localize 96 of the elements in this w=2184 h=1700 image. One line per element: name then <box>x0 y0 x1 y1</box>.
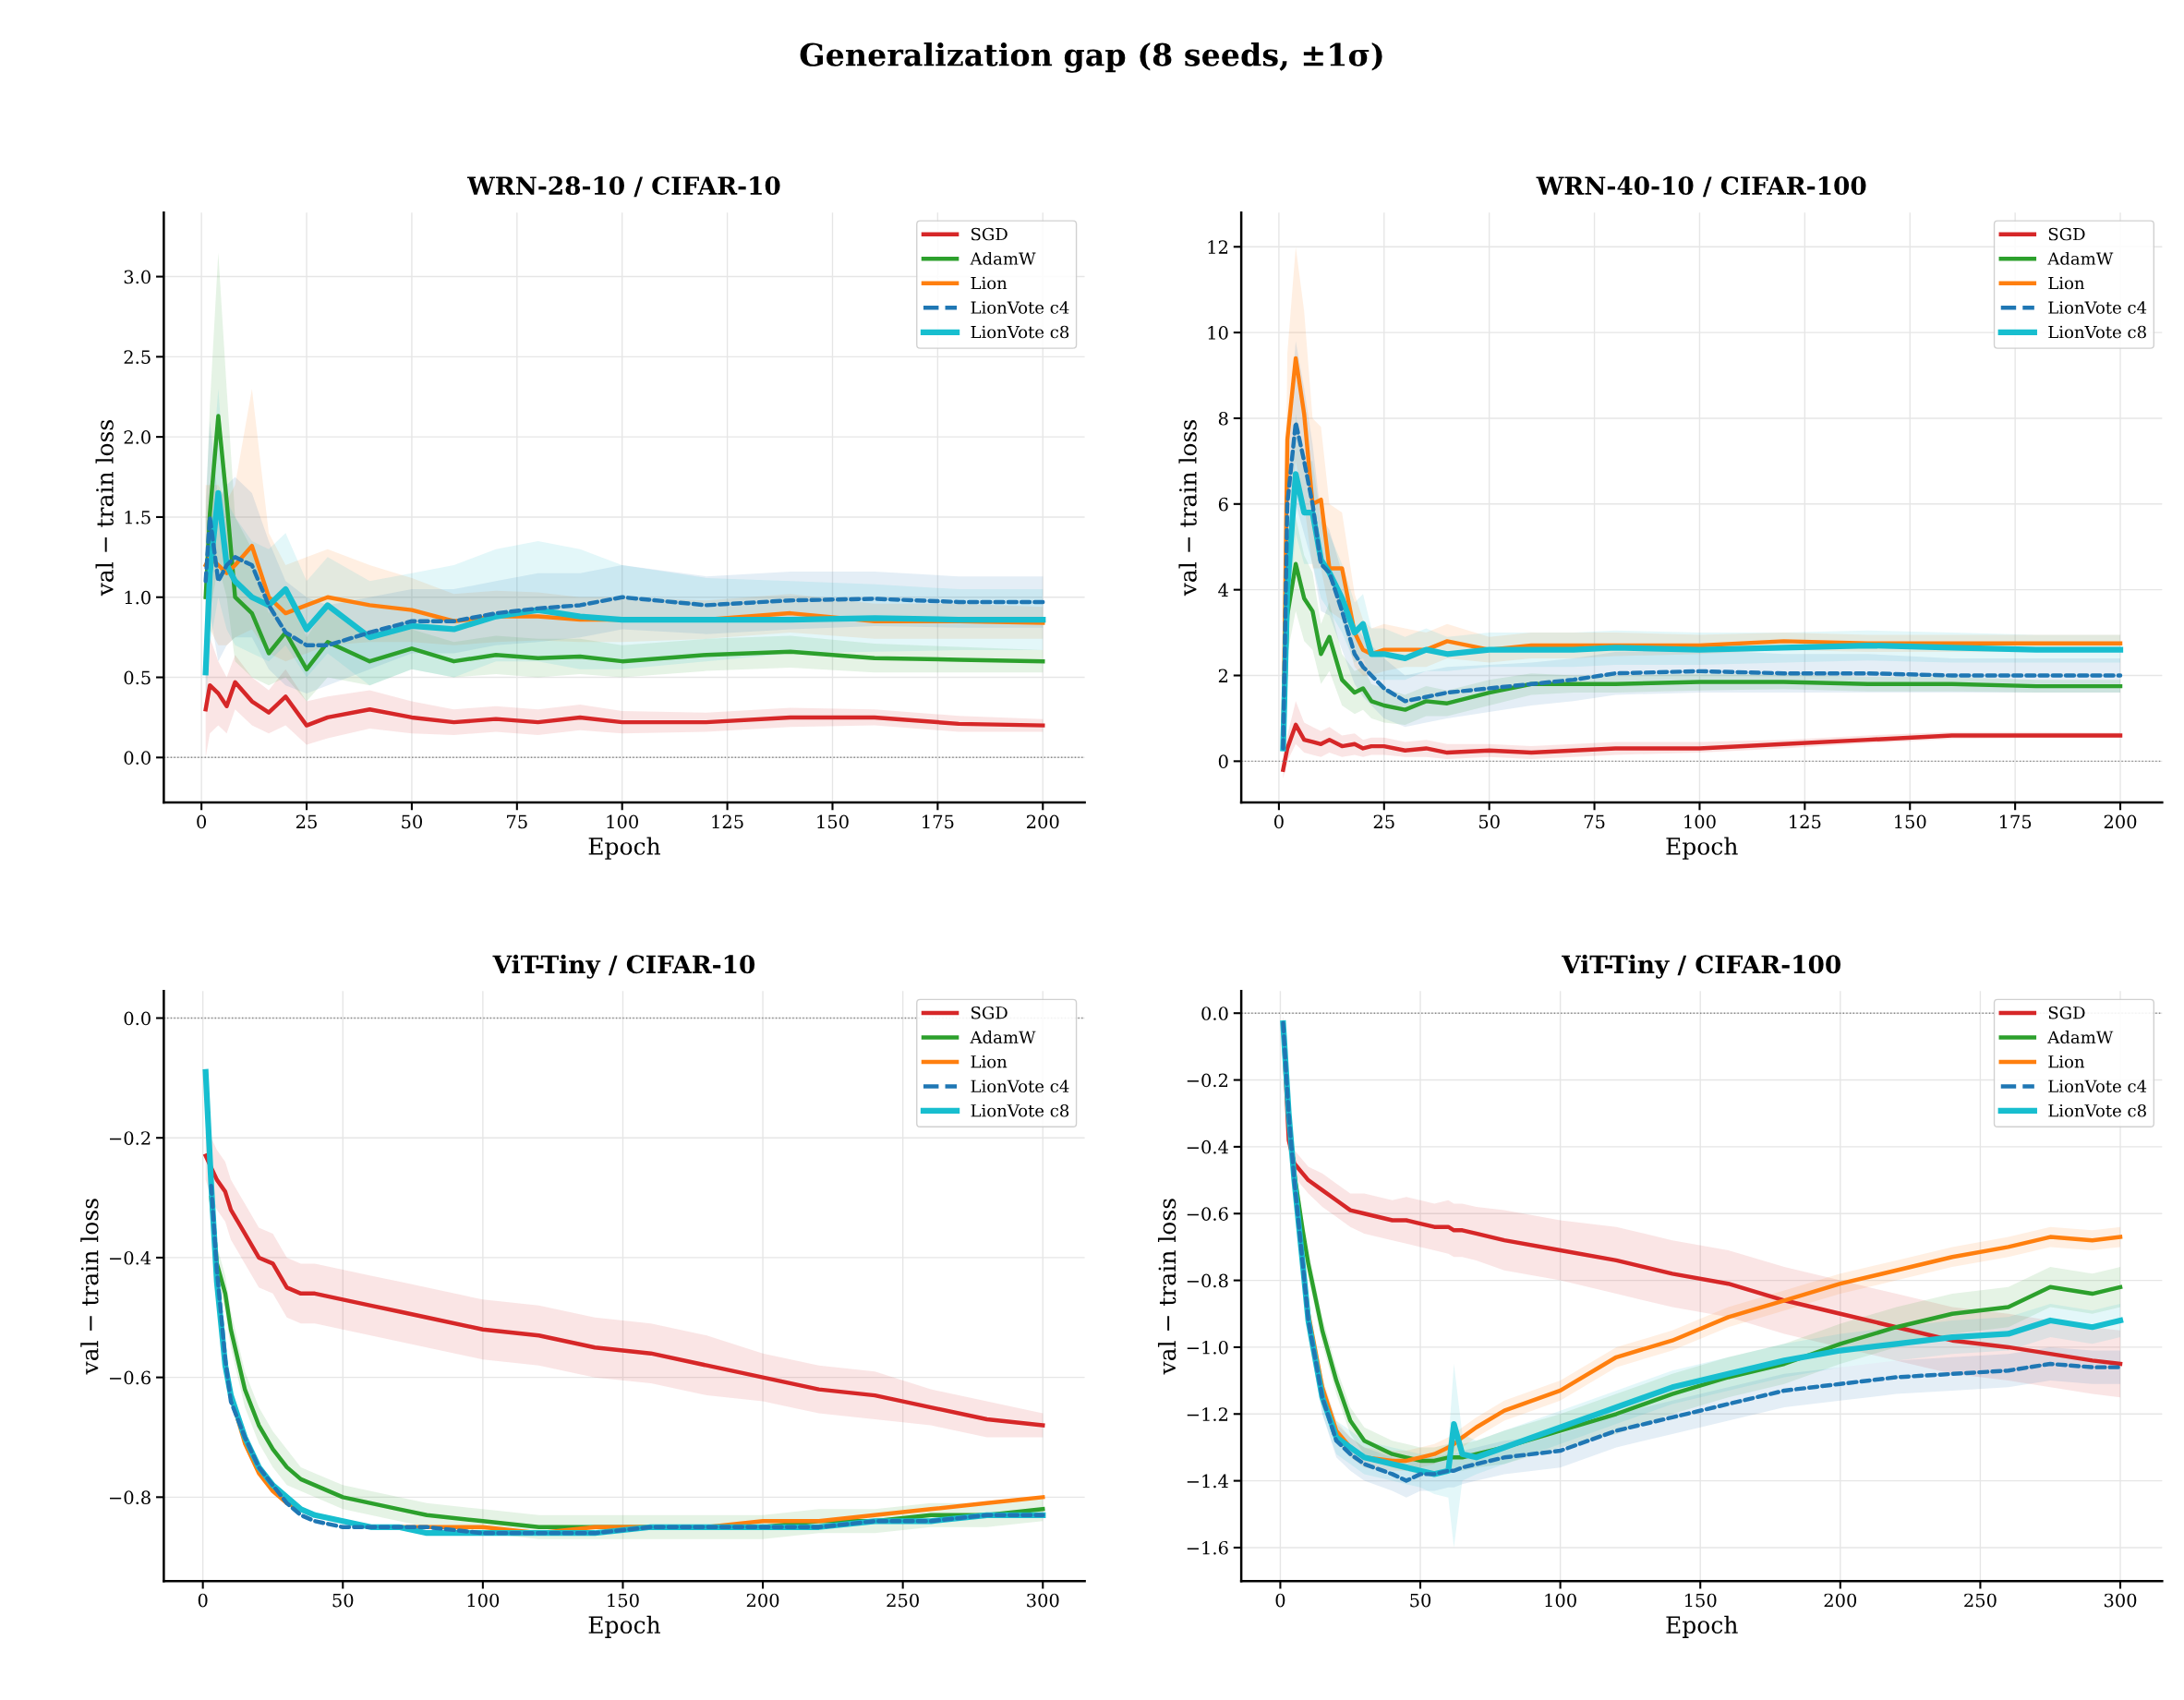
x-tick-label: 250 <box>887 1593 919 1608</box>
x-tick-label: 175 <box>1999 814 2032 829</box>
y-tick-label: 6 <box>1218 497 1228 512</box>
chart-title: ViT-Tiny / CIFAR-100 <box>1562 954 1841 979</box>
legend-label: LionVote c4 <box>971 301 1069 314</box>
legend-label: LionVote c4 <box>2048 301 2147 314</box>
x-tick-label: 175 <box>923 814 954 829</box>
x-tick-label: 0 <box>197 814 207 829</box>
legend-label: Lion <box>2048 1055 2085 1068</box>
x-tick-label: 100 <box>1684 814 1716 829</box>
y-tick-label: −0.2 <box>1187 1073 1228 1088</box>
x-tick-label: 250 <box>1964 1593 1997 1608</box>
y-tick-label: 0.0 <box>124 751 151 765</box>
y-tick-label: 12 <box>1208 240 1228 254</box>
x-tick-label: 75 <box>1584 814 1605 829</box>
y-tick-label: −1.4 <box>1187 1474 1228 1489</box>
legend-label: LionVote c8 <box>971 1103 1069 1117</box>
legend-label: LionVote c8 <box>971 325 1069 339</box>
x-tick-label: 200 <box>746 1593 779 1608</box>
y-tick-label: −1.0 <box>1187 1340 1228 1355</box>
y-tick-label: 8 <box>1218 411 1228 426</box>
legend-label: LionVote c4 <box>2048 1079 2147 1093</box>
legend-label: LionVote c8 <box>2048 1103 2146 1117</box>
x-tick-label: 100 <box>607 814 638 829</box>
x-tick-label: 50 <box>332 1593 354 1608</box>
y-tick-label: −0.8 <box>1187 1273 1228 1288</box>
legend-label: SGD <box>971 1006 1008 1019</box>
y-tick-label: −0.4 <box>110 1250 151 1265</box>
chart-title: ViT-Tiny / CIFAR-10 <box>492 954 755 979</box>
x-tick-label: 100 <box>467 1593 500 1608</box>
x-tick-label: 25 <box>296 814 317 829</box>
y-tick-label: −0.2 <box>110 1131 151 1145</box>
x-axis-title: Epoch <box>1666 1615 1738 1638</box>
line-series <box>203 514 1045 648</box>
y-tick-label: 2.0 <box>124 430 151 444</box>
y-axis-title: val − train loss <box>95 420 114 597</box>
x-tick-label: 0 <box>1274 814 1284 829</box>
legend-label: Lion <box>971 276 1008 290</box>
y-tick-label: 10 <box>1208 326 1228 340</box>
y-tick-label: 0.5 <box>124 670 151 685</box>
legend-label: SGD <box>2048 227 2085 241</box>
legend-label: AdamW <box>2047 1031 2114 1044</box>
x-tick-label: 50 <box>402 814 423 829</box>
legend-label: AdamW <box>970 251 1036 265</box>
y-tick-label: 3.0 <box>124 270 151 284</box>
legend-label: AdamW <box>2047 251 2114 265</box>
y-axis-title: val − train loss <box>1157 1199 1176 1375</box>
y-axis-title: val − train loss <box>1178 420 1197 597</box>
y-tick-label: −0.6 <box>1187 1207 1228 1221</box>
x-tick-label: 50 <box>1478 814 1500 829</box>
chart-title: WRN-28-10 / CIFAR-10 <box>466 176 780 198</box>
x-tick-label: 150 <box>817 814 849 829</box>
chart-title: WRN-40-10 / CIFAR-100 <box>1536 176 1866 198</box>
line-series <box>1281 722 2123 772</box>
x-axis-title: Epoch <box>588 1615 660 1638</box>
x-tick-label: 150 <box>1685 1593 1717 1608</box>
y-tick-label: 1.5 <box>125 510 151 524</box>
y-tick-label: −1.2 <box>1187 1407 1228 1421</box>
y-tick-label: 2.5 <box>124 350 151 365</box>
y-tick-label: 2 <box>1218 669 1228 682</box>
legend-label: SGD <box>971 227 1008 241</box>
x-tick-label: 200 <box>1027 814 1059 829</box>
y-tick-label: 1.0 <box>125 590 151 605</box>
y-tick-label: −0.8 <box>110 1490 151 1504</box>
x-axis-title: Epoch <box>588 837 660 860</box>
x-tick-label: 200 <box>1824 1593 1857 1608</box>
y-tick-label: 4 <box>1218 583 1228 597</box>
x-tick-label: 200 <box>2104 814 2137 829</box>
legend-label: AdamW <box>970 1031 1036 1044</box>
y-tick-label: 0.0 <box>1201 1007 1228 1020</box>
y-tick-label: −0.6 <box>110 1370 151 1385</box>
legend-label: Lion <box>971 1055 1008 1068</box>
x-tick-label: 125 <box>1790 814 1821 829</box>
x-tick-label: 0 <box>198 1593 208 1608</box>
x-tick-label: 100 <box>1545 1593 1576 1608</box>
x-axis-title: Epoch <box>1666 837 1738 860</box>
x-tick-label: 50 <box>1410 1593 1431 1608</box>
x-tick-label: 0 <box>1275 1593 1285 1608</box>
y-tick-label: 0.0 <box>124 1011 151 1026</box>
text: Generalization gap (8 seeds, ±1σ) <box>800 42 1382 73</box>
legend-label: LionVote c8 <box>2048 325 2146 339</box>
y-tick-label: −1.6 <box>1187 1540 1228 1555</box>
y-tick-label: 0 <box>1218 754 1228 769</box>
x-tick-label: 150 <box>608 1593 639 1608</box>
y-axis-title: val − train loss <box>80 1199 99 1375</box>
x-tick-label: 150 <box>1895 814 1926 829</box>
x-tick-label: 25 <box>1373 814 1394 829</box>
x-tick-label: 75 <box>507 814 527 829</box>
line-series <box>203 680 1045 728</box>
legend-label: Lion <box>2048 276 2085 290</box>
x-tick-label: 125 <box>712 814 743 829</box>
legend-label: SGD <box>2048 1006 2085 1019</box>
x-tick-label: 300 <box>1027 1593 1059 1608</box>
legend-label: LionVote c4 <box>971 1079 1069 1093</box>
y-tick-label: −0.4 <box>1187 1139 1228 1154</box>
x-tick-label: 300 <box>2104 1593 2137 1608</box>
